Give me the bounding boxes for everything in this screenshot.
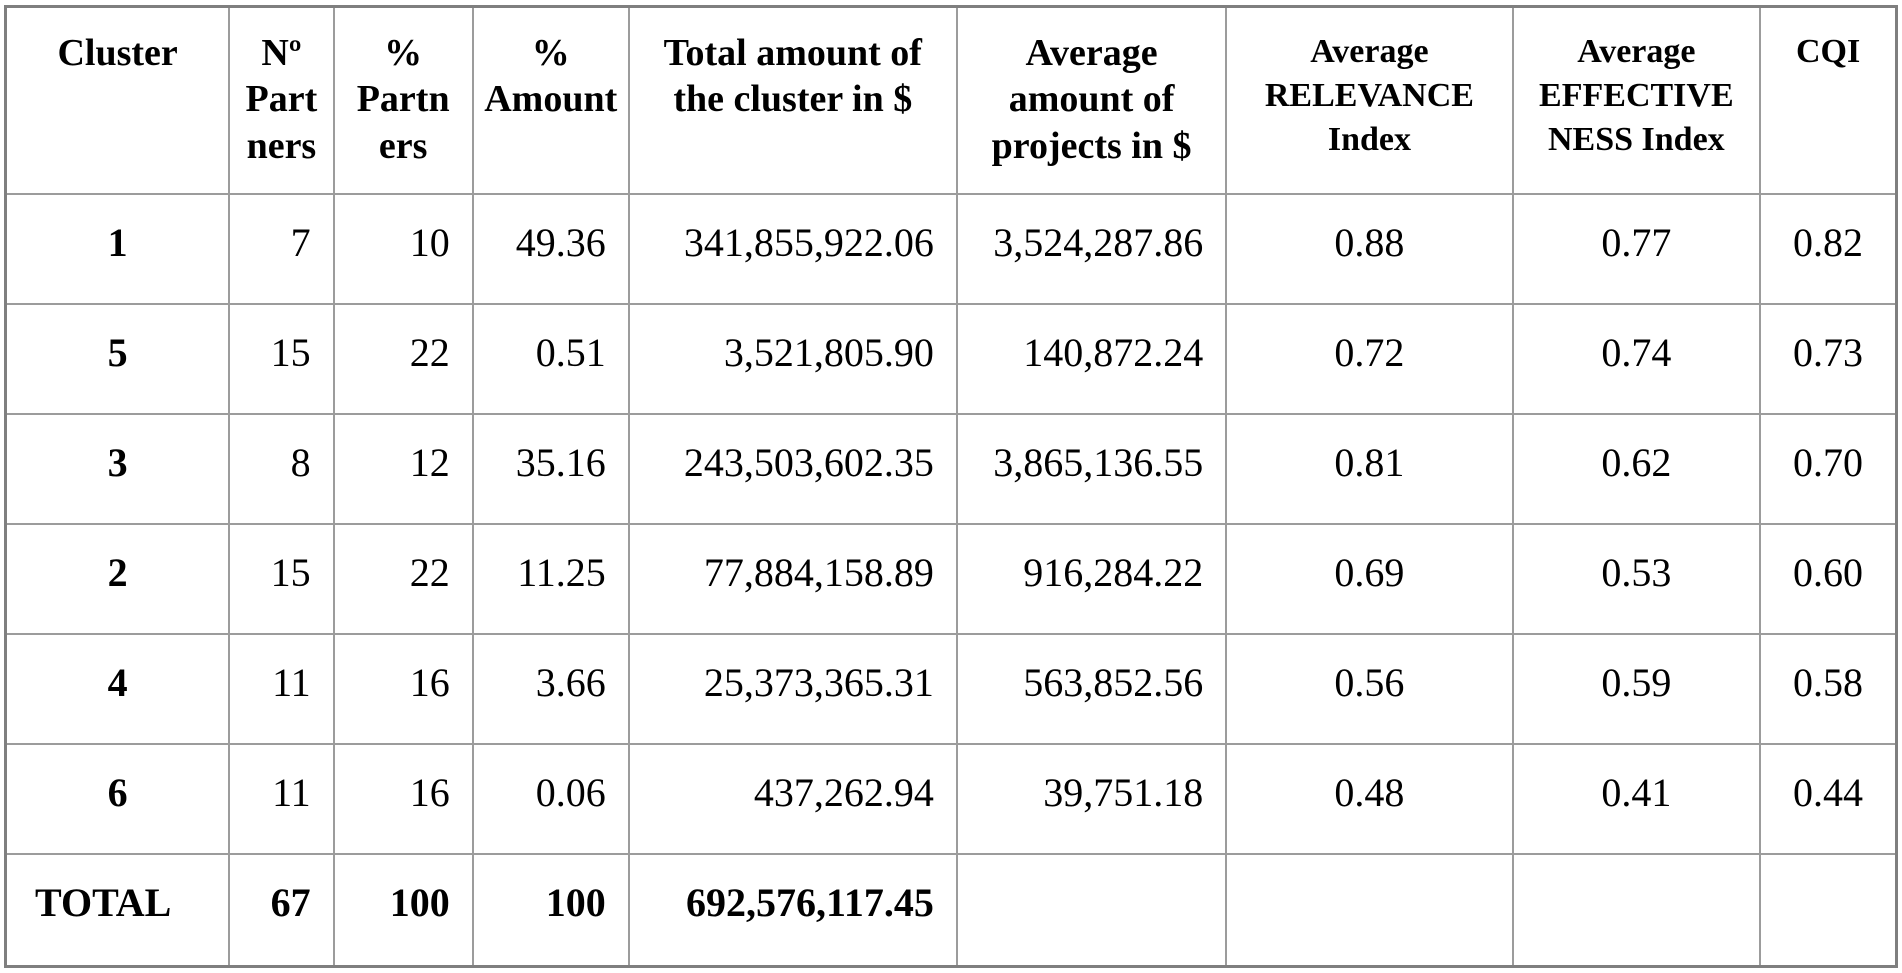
cell-pct-partners: 22: [332, 522, 474, 635]
header-cell-cluster: Cluster: [4, 5, 231, 195]
cell-avg-relevance: 0.48: [1225, 742, 1514, 855]
row-cluster-4: 4 11 16 3.66 25,373,365.31 563,852.56 0.…: [4, 632, 1898, 745]
cell-pct-amount: 0.51: [471, 302, 630, 415]
cell-pct-partners: 10: [332, 192, 474, 305]
cell-avg-amount: [955, 852, 1228, 968]
row-cluster-1: 1 7 10 49.36 341,855,922.06 3,524,287.86…: [4, 192, 1898, 305]
cell-avg-amount: 3,865,136.55: [955, 412, 1228, 525]
cell-cqi: 0.82: [1759, 192, 1898, 305]
cell-avg-effectiveness: 0.62: [1511, 412, 1762, 525]
cell-cluster: 2: [4, 522, 231, 635]
row-total: TOTAL 67 100 100 692,576,117.45: [4, 852, 1898, 968]
cell-avg-amount: 3,524,287.86: [955, 192, 1228, 305]
cell-avg-relevance: [1225, 852, 1514, 968]
cell-n-partners: 67: [228, 852, 335, 968]
cell-pct-amount: 100: [471, 852, 630, 968]
cell-cluster: 5: [4, 302, 231, 415]
header-cell-total-amount: Total amount of the cluster in $: [627, 5, 958, 195]
cell-pct-partners: 100: [332, 852, 474, 968]
row-cluster-5: 5 15 22 0.51 3,521,805.90 140,872.24 0.7…: [4, 302, 1898, 415]
cell-total-amount: 692,576,117.45: [627, 852, 958, 968]
cell-total-amount: 341,855,922.06: [627, 192, 958, 305]
row-cluster-6: 6 11 16 0.06 437,262.94 39,751.18 0.48 0…: [4, 742, 1898, 855]
cell-pct-amount: 35.16: [471, 412, 630, 525]
header-cell-avg-amount: Average amount of projects in $: [955, 5, 1228, 195]
cell-cqi: 0.58: [1759, 632, 1898, 745]
cell-n-partners: 7: [228, 192, 335, 305]
cell-cluster: 4: [4, 632, 231, 745]
cell-total-amount: 25,373,365.31: [627, 632, 958, 745]
cell-n-partners: 11: [228, 632, 335, 745]
header-cell-avg-relevance: Average RELEVANCE Index: [1225, 5, 1514, 195]
header-cell-n-partners: Nº Part ners: [228, 5, 335, 195]
cell-avg-effectiveness: 0.77: [1511, 192, 1762, 305]
cell-pct-amount: 11.25: [471, 522, 630, 635]
cell-pct-partners: 16: [332, 632, 474, 745]
cell-cqi: 0.70: [1759, 412, 1898, 525]
cell-avg-relevance: 0.81: [1225, 412, 1514, 525]
row-cluster-2: 2 15 22 11.25 77,884,158.89 916,284.22 0…: [4, 522, 1898, 635]
header-cell-cqi: CQI: [1759, 5, 1898, 195]
cell-n-partners: 8: [228, 412, 335, 525]
cell-avg-effectiveness: 0.41: [1511, 742, 1762, 855]
cell-avg-amount: 39,751.18: [955, 742, 1228, 855]
cell-avg-effectiveness: 0.74: [1511, 302, 1762, 415]
cell-cqi: 0.73: [1759, 302, 1898, 415]
header-cell-pct-partners: % Partn ers: [332, 5, 474, 195]
cell-total-amount: 3,521,805.90: [627, 302, 958, 415]
cell-n-partners: 15: [228, 302, 335, 415]
cluster-summary-table: Cluster Nº Part ners % Partn ers % Amoun…: [4, 5, 1898, 968]
cell-cluster: 1: [4, 192, 231, 305]
cell-cqi: [1759, 852, 1898, 968]
header-cell-avg-effectiveness: Average EFFECTIVE NESS Index: [1511, 5, 1762, 195]
header-cell-pct-amount: % Amount: [471, 5, 630, 195]
cell-cluster: 6: [4, 742, 231, 855]
cell-avg-relevance: 0.88: [1225, 192, 1514, 305]
cell-avg-amount: 916,284.22: [955, 522, 1228, 635]
cell-pct-partners: 12: [332, 412, 474, 525]
cell-cqi: 0.44: [1759, 742, 1898, 855]
cell-n-partners: 11: [228, 742, 335, 855]
cell-avg-effectiveness: 0.53: [1511, 522, 1762, 635]
cell-avg-effectiveness: 0.59: [1511, 632, 1762, 745]
cell-cqi: 0.60: [1759, 522, 1898, 635]
cell-pct-amount: 0.06: [471, 742, 630, 855]
cell-pct-partners: 22: [332, 302, 474, 415]
cell-total-amount: 77,884,158.89: [627, 522, 958, 635]
cell-pct-amount: 49.36: [471, 192, 630, 305]
row-cluster-3: 3 8 12 35.16 243,503,602.35 3,865,136.55…: [4, 412, 1898, 525]
cell-cluster: 3: [4, 412, 231, 525]
cell-avg-relevance: 0.56: [1225, 632, 1514, 745]
cell-total-amount: 437,262.94: [627, 742, 958, 855]
header-row: Cluster Nº Part ners % Partn ers % Amoun…: [4, 5, 1898, 195]
cell-avg-effectiveness: [1511, 852, 1762, 968]
cell-total-label: TOTAL: [4, 852, 231, 968]
cell-pct-amount: 3.66: [471, 632, 630, 745]
cell-avg-relevance: 0.69: [1225, 522, 1514, 635]
cell-avg-amount: 140,872.24: [955, 302, 1228, 415]
cell-avg-amount: 563,852.56: [955, 632, 1228, 745]
cell-avg-relevance: 0.72: [1225, 302, 1514, 415]
cell-n-partners: 15: [228, 522, 335, 635]
cell-total-amount: 243,503,602.35: [627, 412, 958, 525]
cell-pct-partners: 16: [332, 742, 474, 855]
